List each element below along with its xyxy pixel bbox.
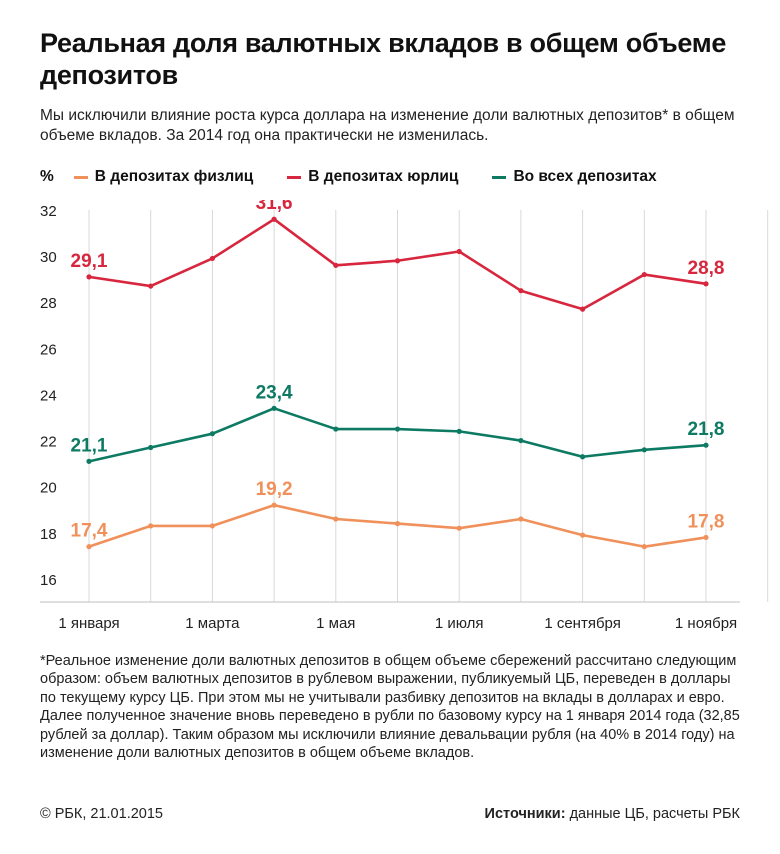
legend-label-all-deposits: Во всех депозитах: [513, 168, 657, 185]
data-point: [271, 502, 277, 508]
data-point: [394, 258, 401, 264]
data-point: [641, 544, 647, 550]
legend-swatch-individuals: [73, 175, 88, 179]
data-point: [86, 544, 92, 550]
x-tick-label: 1 мая: [316, 615, 355, 632]
data-label: 19,2: [256, 479, 293, 500]
data-point: [580, 306, 586, 312]
data-point: [271, 216, 277, 222]
line-chart: 16 18 20 22 24 26 28 30 32 1 января 1 марта 1 мая 1 …: [40, 200, 769, 632]
y-tick-label: 16: [40, 572, 57, 589]
chart-subtitle: Мы исключили влияние роста курса доллара…: [40, 107, 735, 144]
x-tick-label: 1 сентября: [544, 615, 621, 632]
y-tick-label: 20: [40, 480, 57, 497]
x-tick-label: 1 января: [58, 615, 119, 632]
copyright: © РБК, 21.01.2015: [40, 806, 163, 822]
chart-title: Реальная доля валютных вкладов в общем о…: [40, 28, 727, 90]
data-point: [148, 523, 154, 529]
data-label: 17,8: [688, 511, 725, 532]
data-point: [86, 274, 92, 280]
data-point: [209, 431, 215, 437]
data-point: [456, 428, 462, 434]
data-label: 17,4: [71, 521, 108, 542]
y-tick-label: 22: [40, 434, 57, 451]
data-point: [333, 516, 339, 522]
data-point: [394, 521, 401, 527]
legend-item-all-deposits: Во всех депозитах: [492, 168, 657, 186]
data-label: 29,1: [71, 251, 108, 272]
legend-label-individuals: В депозитах физлиц: [94, 168, 254, 185]
x-tick-label: 1 ноября: [675, 615, 737, 632]
data-point: [148, 283, 154, 289]
x-tick-label: 1 июля: [435, 615, 484, 632]
sources-text: данные ЦБ, расчеты РБК: [569, 806, 740, 822]
y-tick-label: 28: [40, 295, 57, 312]
data-point: [641, 271, 647, 278]
data-label: 21,1: [71, 435, 108, 456]
data-point: [394, 426, 401, 432]
sources-label: Источники:: [484, 806, 566, 822]
legend-item-legal-entities: В депозитах юрлиц: [287, 168, 458, 186]
y-tick-label: 32: [40, 203, 57, 220]
x-tick-label: 1 марта: [185, 615, 240, 632]
data-point: [518, 437, 524, 444]
data-point: [518, 288, 524, 294]
data-point: [703, 442, 709, 448]
y-tick-label: 18: [40, 526, 57, 543]
y-tick-label: 26: [40, 341, 57, 358]
data-point: [148, 444, 154, 451]
y-tick-label: 30: [40, 249, 57, 266]
legend-swatch-legal-entities: [287, 175, 302, 179]
data-label: 31,6: [256, 200, 293, 214]
data-point: [333, 262, 339, 268]
data-point: [209, 255, 215, 262]
data-point: [271, 405, 277, 411]
y-tick-label: 24: [40, 387, 57, 404]
data-point: [209, 523, 215, 529]
data-point: [703, 534, 709, 541]
data-label: 23,4: [256, 382, 293, 403]
legend: % В депозитах физлиц В депозитах юрлиц В…: [40, 166, 691, 188]
legend-item-individuals: В депозитах физлиц: [73, 168, 254, 186]
data-label: 28,8: [688, 258, 725, 279]
data-point: [580, 532, 586, 538]
footnote: *Реальное изменение доли валютных депози…: [40, 653, 740, 762]
data-point: [456, 525, 462, 531]
data-point: [580, 454, 586, 460]
data-label: 21,8: [688, 419, 725, 440]
data-point: [641, 447, 647, 453]
data-point: [333, 426, 339, 432]
legend-swatch-all-deposits: [492, 175, 507, 179]
sources: Источники: данные ЦБ, расчеты РБК: [485, 806, 740, 822]
data-point: [86, 458, 92, 464]
legend-label-legal-entities: В депозитах юрлиц: [308, 168, 459, 185]
data-point: [518, 516, 524, 522]
data-point: [703, 281, 709, 287]
unit-label: %: [40, 168, 54, 185]
data-point: [456, 248, 462, 255]
